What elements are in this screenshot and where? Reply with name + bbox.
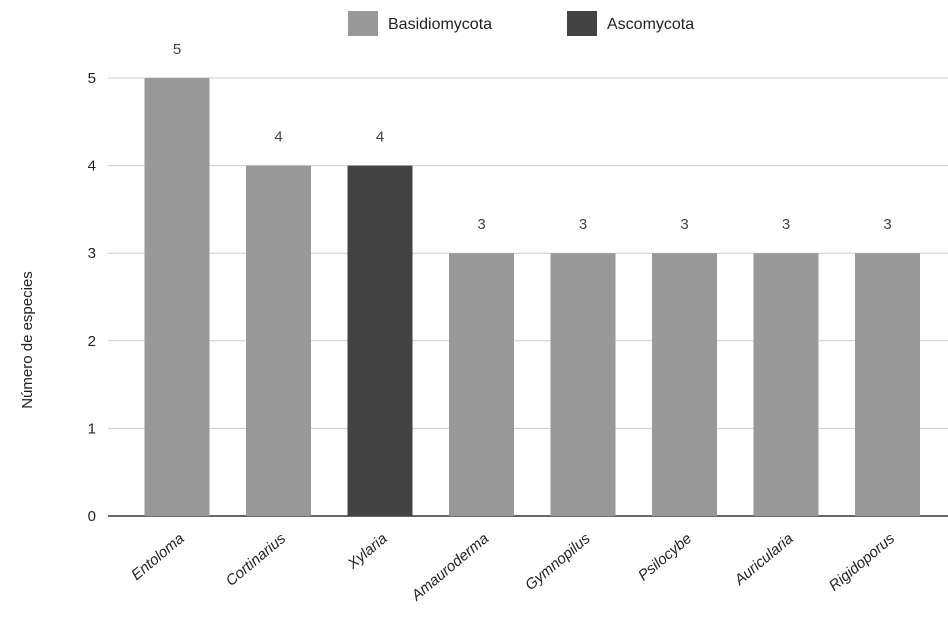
data-label: 5 [173, 41, 181, 58]
data-label: 3 [477, 216, 485, 233]
y-tick-label: 4 [88, 158, 96, 175]
x-tick-label: Entoloma [128, 530, 187, 584]
x-axis-ticks: Entoloma Cortinarius Xylaria Amauroderma Gym… [128, 530, 898, 605]
x-tick-label: Auricularia [731, 530, 797, 589]
bars [144, 78, 920, 516]
legend-label: Basidiomycota [388, 16, 492, 33]
x-tick-label: Cortinarius [223, 530, 290, 590]
x-tick-label: Xylaria [344, 530, 391, 573]
legend: Basidiomycota Ascomycota [348, 11, 694, 36]
data-label: 3 [883, 216, 891, 233]
y-tick-label: 5 [88, 70, 96, 87]
bar-xylaria [347, 165, 413, 516]
x-tick-label: Gymnopilus [522, 530, 594, 594]
y-axis-title: Número de especies [19, 271, 36, 409]
grid [108, 77, 948, 517]
bar-entoloma [144, 78, 210, 516]
x-tick-label: Rigidoporus [826, 530, 899, 595]
data-label: 3 [579, 216, 587, 233]
bar-gymnopilus [550, 253, 616, 516]
x-tick-label: Psilocybe [635, 530, 695, 584]
y-tick-label: 2 [88, 333, 96, 350]
bar-cortinarius [246, 165, 311, 516]
legend-swatch [348, 11, 378, 36]
bar-psilocybe [652, 253, 717, 516]
bar-rigidoporus [855, 253, 920, 516]
legend-label: Ascomycota [607, 16, 694, 33]
y-axis-ticks: 0 1 2 3 4 5 [88, 70, 96, 525]
legend-swatch [567, 11, 597, 36]
data-label: 4 [274, 129, 282, 146]
y-tick-label: 3 [88, 245, 96, 262]
bar-amauroderma [449, 253, 514, 516]
x-tick-label: Amauroderma [408, 530, 493, 605]
y-tick-label: 0 [88, 508, 96, 525]
data-label: 3 [680, 216, 688, 233]
data-label: 4 [376, 129, 384, 146]
y-tick-label: 1 [88, 420, 96, 437]
bar-auricularia [753, 253, 819, 516]
data-labels: 5 4 4 3 3 3 3 3 [173, 41, 892, 233]
data-label: 3 [782, 216, 790, 233]
